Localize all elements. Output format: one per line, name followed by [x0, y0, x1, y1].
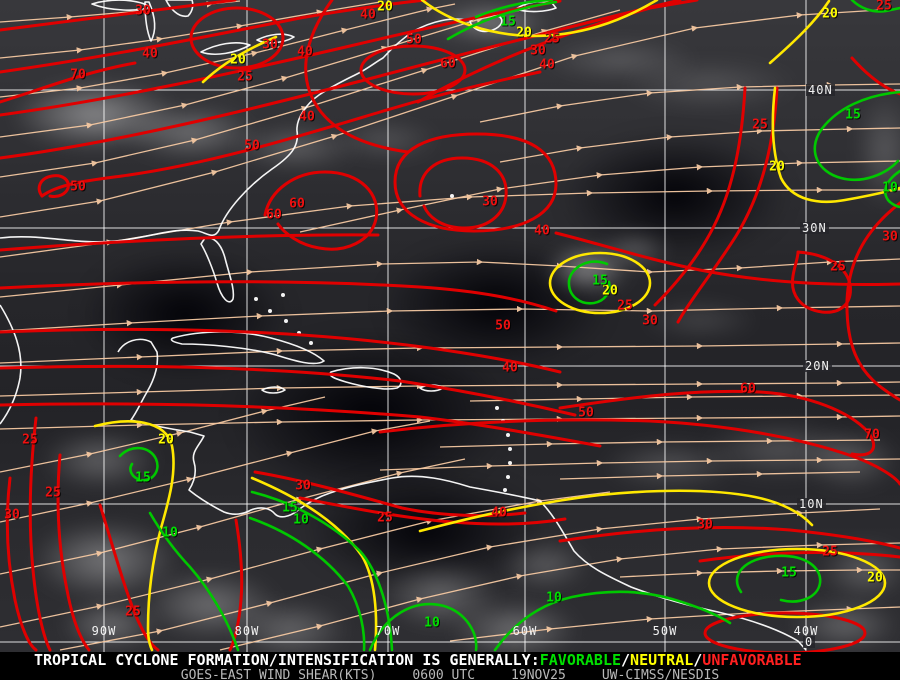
- favorable-label: FAVORABLE: [539, 651, 622, 669]
- wind-streamlines: [0, 0, 900, 651]
- contour-value-label: 20: [516, 25, 532, 41]
- contour-value-label: 50: [244, 138, 260, 154]
- status-footer: TROPICAL CYCLONE FORMATION/INTENSIFICATI…: [0, 652, 900, 680]
- contour-value-label: 40: [299, 109, 315, 125]
- contour-value-label: 15: [135, 470, 151, 486]
- credits-bar: GOES-EAST WIND SHEAR(KTS) 0600 UTC 19NOV…: [0, 669, 900, 680]
- contour-value-label: 20: [602, 283, 618, 299]
- contour-value-label: 60: [740, 381, 756, 397]
- contour-value-label: 50: [495, 318, 511, 334]
- longitude-label: 70W: [375, 624, 401, 638]
- red-shear-contours: [0, 0, 900, 652]
- contour-value-label: 25: [822, 544, 838, 560]
- contour-value-label: 60: [289, 196, 305, 212]
- contour-value-label: 40: [297, 44, 313, 60]
- contour-value-label: 40: [534, 223, 550, 239]
- contour-value-label: 20: [769, 159, 785, 175]
- headline-prefix: TROPICAL CYCLONE FORMATION/INTENSIFICATI…: [34, 651, 540, 669]
- valid-date: 19NOV25: [511, 668, 566, 680]
- contour-value-label: 30: [135, 3, 151, 19]
- contour-value-label: 25: [237, 69, 253, 85]
- longitude-label: 40W: [793, 624, 819, 638]
- contour-value-label: 15: [781, 565, 797, 581]
- contour-value-label: 40: [142, 46, 158, 62]
- data-source: UW-CIMSS/NESDIS: [601, 668, 720, 680]
- contour-value-label: 30: [4, 507, 20, 523]
- contour-value-label: 25: [125, 604, 141, 620]
- latitude-label: 20N: [803, 359, 832, 373]
- latitude-label: 40N: [806, 83, 835, 97]
- latitude-label: 30N: [800, 221, 829, 235]
- unfavorable-label: UNFAVORABLE: [702, 651, 802, 669]
- contour-value-label: 30: [642, 313, 658, 329]
- contour-value-label: 25: [544, 31, 560, 47]
- contour-value-label: 20: [377, 0, 393, 15]
- contour-value-label: 40: [360, 7, 376, 23]
- contour-value-label: 50: [406, 32, 422, 48]
- contour-value-label: 30: [530, 43, 546, 59]
- latitude-label: 0: [803, 635, 816, 649]
- contour-value-label: 60: [266, 207, 282, 223]
- contour-value-label: 20: [822, 6, 838, 22]
- latitude-label: 10N: [797, 497, 826, 511]
- green-shear-contours: [118, 0, 900, 652]
- satellite-map: 30 40 70 25 30 40 40 50 60 25 30 40 25 40 50 50 60 60 30 40…: [0, 0, 900, 652]
- contour-value-label: 30: [697, 517, 713, 533]
- separator: /: [621, 651, 631, 669]
- contour-value-label: 25: [617, 298, 633, 314]
- contour-value-label: 15: [592, 273, 608, 289]
- valid-time: 0600 UTC: [412, 668, 476, 680]
- map-overlay-svg: [0, 0, 900, 652]
- contour-value-label: 15: [500, 14, 516, 30]
- contour-value-label: 70: [864, 427, 880, 443]
- contour-value-label: 40: [539, 57, 555, 73]
- contour-value-label: 25: [45, 485, 61, 501]
- contour-value-label: 40: [502, 360, 518, 376]
- longitude-label: 50W: [652, 624, 678, 638]
- separator: /: [693, 651, 703, 669]
- contour-value-label: 25: [22, 432, 38, 448]
- longitude-label: 60W: [512, 624, 538, 638]
- contour-value-label: 10: [882, 180, 898, 196]
- contour-value-label: 10: [293, 512, 309, 528]
- neutral-label: NEUTRAL: [630, 651, 694, 669]
- contour-value-label: 10: [162, 525, 178, 541]
- contour-value-label: 70: [70, 67, 86, 83]
- contour-value-label: 10: [424, 615, 440, 631]
- contour-value-label: 15: [845, 107, 861, 123]
- contour-value-label: 25: [377, 510, 393, 526]
- headline-bar: TROPICAL CYCLONE FORMATION/INTENSIFICATI…: [0, 652, 900, 668]
- product-name: GOES-EAST WIND SHEAR(KTS): [180, 668, 377, 680]
- contour-value-label: 20: [867, 570, 883, 586]
- contour-value-label: 40: [491, 505, 507, 521]
- contour-value-label: 50: [70, 179, 86, 195]
- contour-value-label: 20: [230, 52, 246, 68]
- contour-value-label: 50: [578, 405, 594, 421]
- longitude-label: 90W: [91, 624, 117, 638]
- contour-value-label: 25: [752, 117, 768, 133]
- contour-value-label: 25: [830, 259, 846, 275]
- coastlines: [0, 0, 807, 651]
- yellow-shear-contours: [93, 0, 900, 652]
- contour-value-label: 10: [546, 590, 562, 606]
- contour-value-label: 30: [882, 229, 898, 245]
- longitude-label: 80W: [234, 624, 260, 638]
- contour-value-label: 30: [262, 37, 278, 53]
- contour-value-label: 30: [295, 478, 311, 494]
- contour-value-label: 20: [158, 432, 174, 448]
- contour-value-label: 30: [482, 194, 498, 210]
- contour-value-label: 60: [440, 56, 456, 72]
- contour-value-label: 15: [282, 500, 298, 516]
- contour-value-label: 25: [876, 0, 892, 14]
